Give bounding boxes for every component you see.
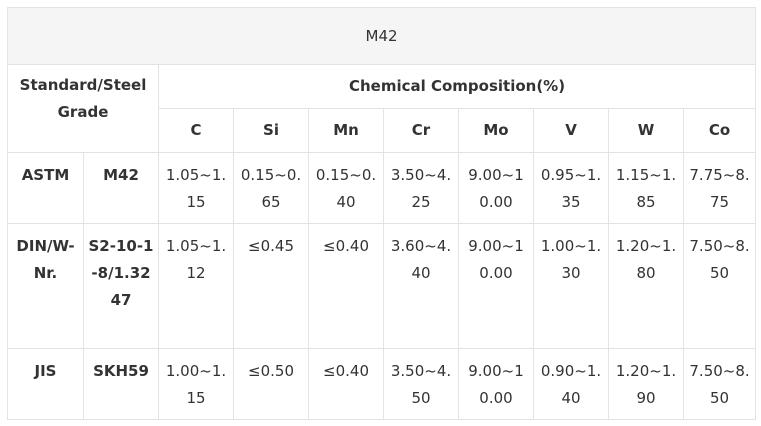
value-cell-cr: 3.50~4.50 (383, 348, 459, 420)
value-cell-v: 1.00~1.30 (533, 223, 609, 349)
element-header-v: V (533, 108, 609, 153)
standard-grade-header: Standard/Steel Grade (7, 64, 159, 153)
value-cell-mo: 9.00~10.00 (458, 348, 534, 420)
grade-cell: SKH59 (83, 348, 159, 420)
value-cell-v: 0.95~1.35 (533, 152, 609, 224)
value-cell-mn: ≤0.40 (308, 223, 384, 349)
element-header-mn: Mn (308, 108, 384, 153)
value-cell-c: 1.00~1.15 (158, 348, 234, 420)
element-header-si: Si (233, 108, 309, 153)
table-title: M42 (6, 7, 757, 65)
element-header-mo: Mo (458, 108, 534, 153)
value-cell-si: ≤0.45 (233, 223, 309, 349)
value-cell-mo: 9.00~10.00 (458, 223, 534, 349)
element-header-w: W (608, 108, 684, 153)
table-row-din: DIN/W-Nr. S2-10-1-8/1.3247 1.05~1.12 ≤0.… (7, 223, 757, 349)
chemical-composition-header: Chemical Composition(%) (157, 64, 757, 109)
value-cell-cr: 3.60~4.40 (383, 223, 459, 349)
composition-table: M42 Standard/Steel Grade Chemical Compos… (6, 7, 757, 420)
value-cell-w: 1.20~1.90 (608, 348, 684, 420)
grade-cell: S2-10-1-8/1.3247 (83, 223, 159, 349)
standard-cell: JIS (7, 348, 84, 420)
value-cell-si: 0.15~0.65 (233, 152, 309, 224)
element-header-cr: Cr (383, 108, 459, 153)
value-cell-mn: ≤0.40 (308, 348, 384, 420)
value-cell-v: 0.90~1.40 (533, 348, 609, 420)
value-cell-si: ≤0.50 (233, 348, 309, 420)
standard-cell: DIN/W-Nr. (7, 223, 84, 349)
standard-cell: ASTM (7, 152, 84, 224)
value-cell-mn: 0.15~0.40 (308, 152, 384, 224)
value-cell-co: 7.75~8.75 (682, 152, 757, 224)
composition-table-container: M42 Standard/Steel Grade Chemical Compos… (6, 7, 757, 420)
value-cell-co: 7.50~8.50 (682, 223, 757, 349)
value-cell-c: 1.05~1.12 (158, 223, 234, 349)
grade-cell: M42 (83, 152, 159, 224)
element-header-co: Co (682, 108, 757, 153)
element-header-c: C (158, 108, 234, 153)
value-cell-w: 1.20~1.80 (608, 223, 684, 349)
value-cell-c: 1.05~1.15 (158, 152, 234, 224)
value-cell-w: 1.15~1.85 (608, 152, 684, 224)
table-row-astm: ASTM M42 1.05~1.15 0.15~0.65 0.15~0.40 3… (7, 152, 757, 224)
value-cell-cr: 3.50~4.25 (383, 152, 459, 224)
value-cell-mo: 9.00~10.00 (458, 152, 534, 224)
value-cell-co: 7.50~8.50 (682, 348, 757, 420)
table-row-jis: JIS SKH59 1.00~1.15 ≤0.50 ≤0.40 3.50~4.5… (7, 348, 757, 420)
